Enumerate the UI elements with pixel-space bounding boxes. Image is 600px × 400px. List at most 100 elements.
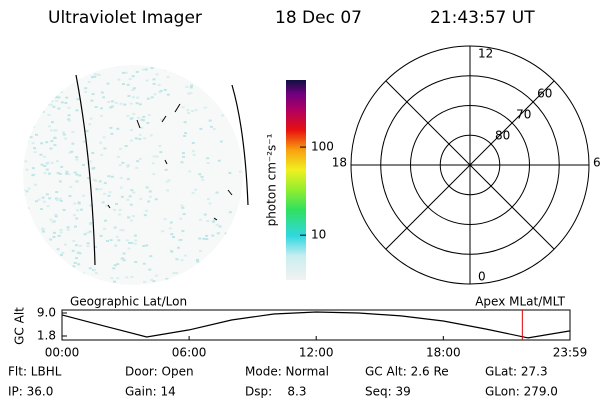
speckle	[40, 65, 44, 66]
speckle	[188, 170, 192, 173]
speckle	[182, 213, 186, 216]
speckle	[75, 173, 79, 176]
speckle	[216, 232, 220, 235]
speckle	[201, 178, 205, 181]
speckle	[208, 119, 212, 122]
speckle	[55, 82, 59, 85]
speckle	[35, 73, 39, 76]
speckle	[99, 234, 103, 237]
speckle	[69, 185, 73, 188]
speckle	[36, 251, 40, 254]
speckle	[223, 101, 227, 104]
speckle	[131, 89, 135, 92]
speckle	[113, 226, 117, 229]
speckle	[23, 256, 25, 259]
speckle	[133, 242, 137, 245]
speckle	[82, 140, 86, 143]
speckle	[33, 147, 37, 150]
speckle	[103, 192, 107, 195]
speckle	[87, 177, 91, 180]
speckle	[56, 285, 59, 287]
speckle	[178, 280, 182, 283]
speckle	[61, 251, 65, 254]
speckle	[120, 257, 124, 260]
status-field: Gain: 14	[125, 385, 176, 399]
speckle	[154, 274, 158, 277]
speckle	[165, 288, 168, 290]
speckle	[88, 267, 92, 270]
speckle	[120, 195, 124, 198]
speckle	[152, 65, 156, 66]
speckle	[80, 284, 84, 285]
speckle	[189, 92, 193, 95]
speckle	[26, 245, 30, 248]
speckle	[27, 228, 31, 231]
speckle	[23, 242, 27, 245]
speckle	[189, 86, 193, 89]
speckle	[134, 261, 138, 264]
speckle	[40, 73, 44, 76]
speckle	[132, 87, 136, 90]
speckle	[182, 155, 186, 158]
ring-label: 70	[516, 107, 531, 121]
speckle	[72, 214, 76, 217]
speckle	[109, 106, 113, 109]
speckle	[128, 195, 132, 198]
speckle	[139, 197, 143, 200]
speckle	[98, 180, 102, 183]
speckle	[130, 189, 134, 192]
image-contour	[107, 103, 233, 221]
speckle	[200, 274, 204, 277]
speckle	[190, 84, 194, 87]
speckle	[157, 83, 161, 86]
speckle	[29, 136, 33, 139]
speckle	[82, 194, 86, 197]
speckle	[199, 127, 203, 130]
speckle	[107, 100, 111, 103]
speckle	[48, 197, 52, 200]
speckle	[77, 263, 81, 266]
speckle	[241, 65, 243, 68]
speckle	[172, 235, 176, 238]
speckle	[34, 88, 38, 91]
speckle	[118, 208, 122, 211]
speckle	[126, 178, 130, 181]
speckle	[71, 130, 75, 133]
speckle	[94, 106, 98, 109]
speckle	[135, 70, 139, 73]
speckle	[93, 75, 97, 78]
speckle	[93, 269, 97, 272]
status-field: Dsp: 8.3	[245, 385, 307, 399]
speckle	[102, 136, 106, 139]
status-field: IP: 36.0	[8, 385, 53, 399]
speckle	[101, 201, 105, 204]
speckle	[84, 275, 88, 278]
speckle	[55, 94, 59, 97]
speckle	[31, 142, 35, 145]
speckle	[23, 274, 24, 277]
speckle	[121, 161, 125, 164]
speckle	[38, 65, 42, 66]
speckle	[40, 142, 44, 145]
speckle	[181, 230, 185, 233]
speckle	[203, 213, 207, 216]
speckle	[166, 76, 170, 79]
speckle	[165, 277, 169, 280]
speckle	[42, 200, 46, 203]
speckle	[93, 73, 97, 76]
speckle	[228, 211, 232, 214]
speckle	[129, 219, 133, 222]
speckle	[52, 231, 56, 234]
speckle	[98, 67, 102, 70]
mlt-label: 12	[478, 47, 493, 61]
speckle	[75, 217, 79, 220]
speckle	[75, 109, 79, 112]
speckle	[145, 186, 149, 189]
speckle	[107, 194, 111, 197]
speckle	[31, 93, 35, 96]
speckle	[73, 202, 77, 205]
polar-ring	[410, 105, 530, 225]
speckle	[88, 123, 92, 126]
speckle	[117, 239, 121, 242]
speckle	[100, 91, 104, 94]
